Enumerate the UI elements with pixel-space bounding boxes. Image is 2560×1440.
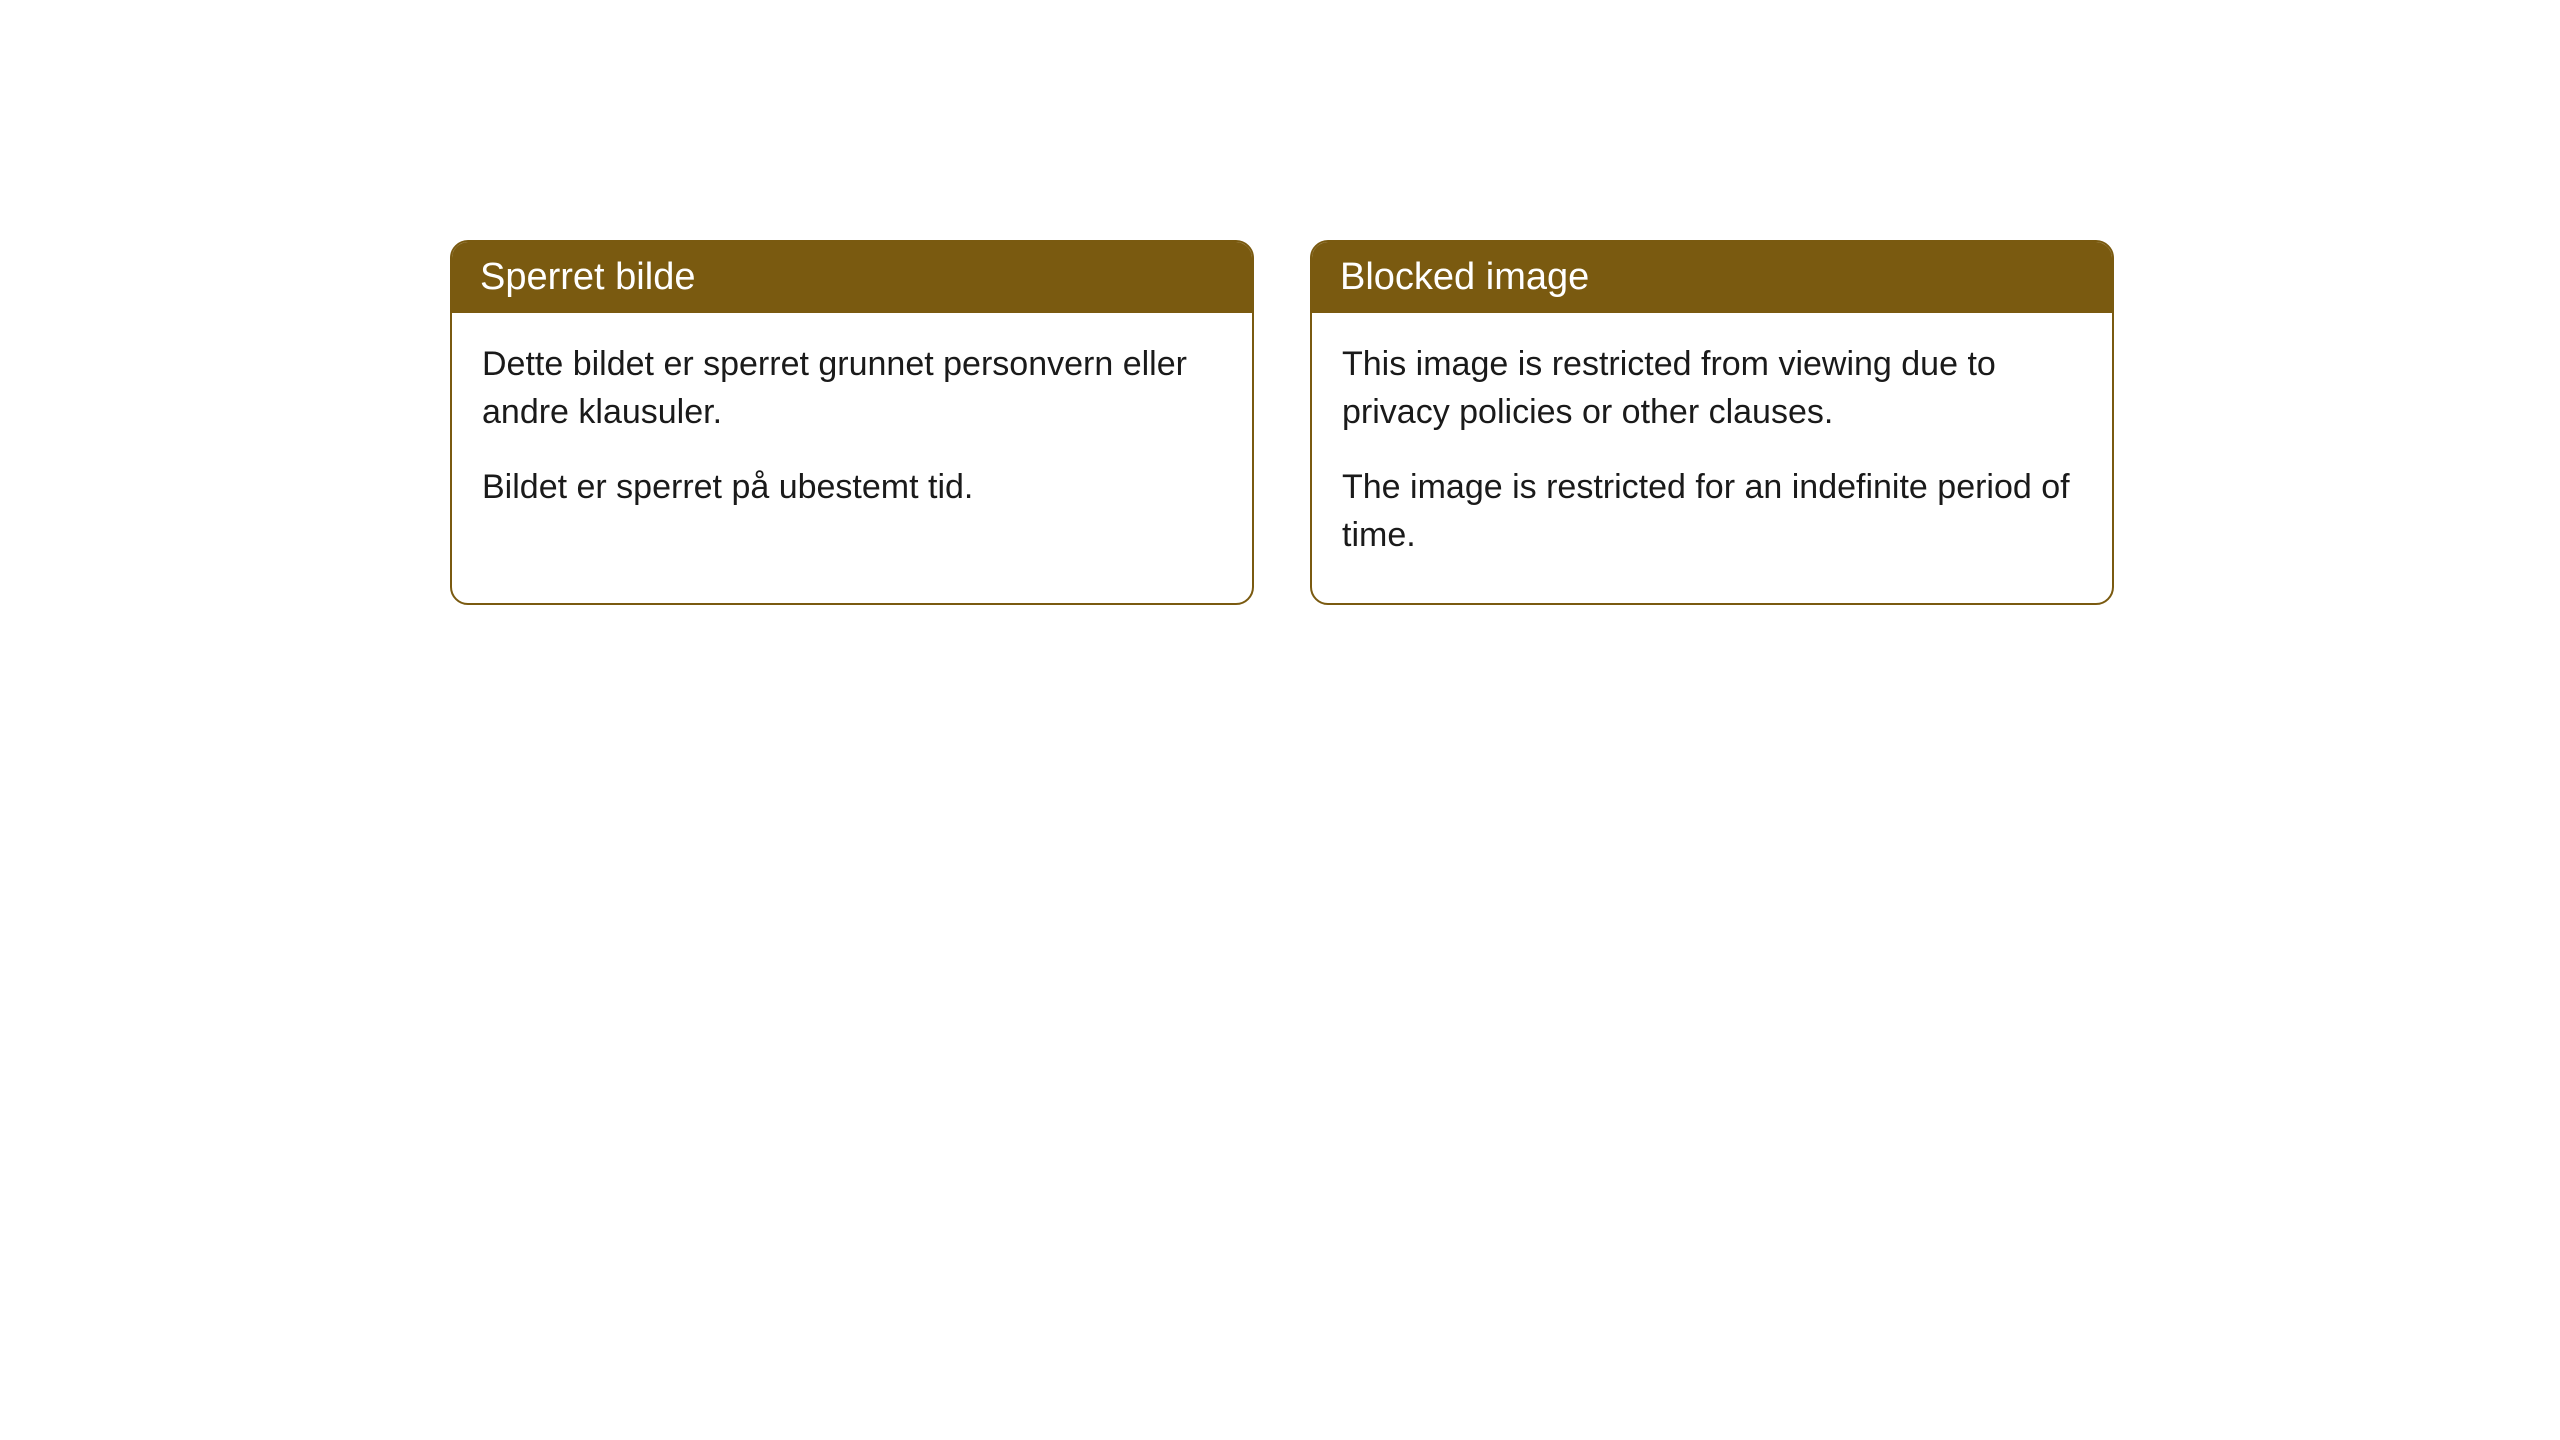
cards-container: Sperret bilde Dette bildet er sperret gr…: [450, 240, 2560, 605]
card-text-line1: This image is restricted from viewing du…: [1342, 341, 2082, 436]
card-title: Sperret bilde: [480, 256, 695, 298]
card-body-norwegian: Dette bildet er sperret grunnet personve…: [452, 313, 1252, 556]
card-header-english: Blocked image: [1312, 242, 2112, 313]
blocked-image-card-norwegian: Sperret bilde Dette bildet er sperret gr…: [450, 240, 1254, 605]
card-header-norwegian: Sperret bilde: [452, 242, 1252, 313]
card-text-line2: Bildet er sperret på ubestemt tid.: [482, 464, 1222, 512]
card-body-english: This image is restricted from viewing du…: [1312, 313, 2112, 603]
card-text-line2: The image is restricted for an indefinit…: [1342, 464, 2082, 559]
card-title: Blocked image: [1340, 256, 1589, 298]
card-text-line1: Dette bildet er sperret grunnet personve…: [482, 341, 1222, 436]
blocked-image-card-english: Blocked image This image is restricted f…: [1310, 240, 2114, 605]
